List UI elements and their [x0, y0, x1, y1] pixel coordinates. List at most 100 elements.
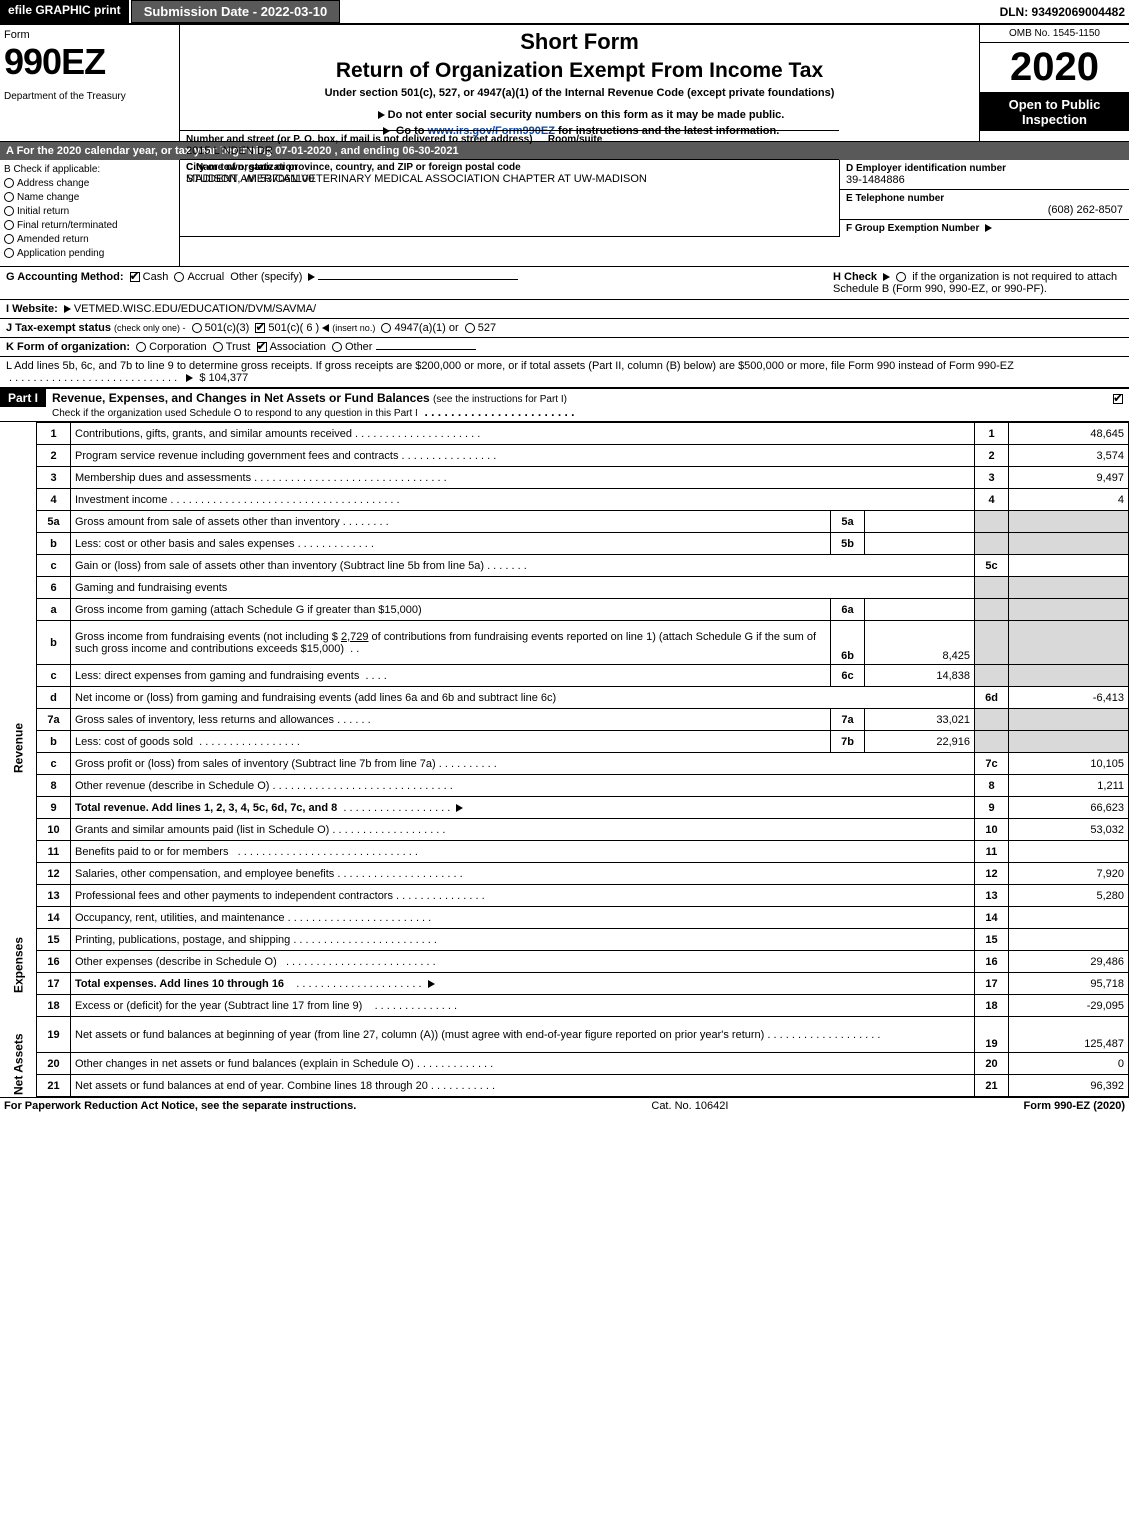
right-info-column: D Employer identification number 39-1484… — [839, 160, 1129, 237]
left-arrow-icon — [322, 324, 329, 332]
subtitle: Under section 501(c), 527, or 4947(a)(1)… — [184, 87, 975, 99]
table-row: Revenue 1Contributions, gifts, grants, a… — [0, 423, 1129, 445]
chk-initial-return[interactable]: Initial return — [4, 206, 175, 217]
room-lead: Room/suite — [548, 134, 602, 145]
table-row: Net Assets 18Excess or (deficit) for the… — [0, 995, 1129, 1017]
chk-4947[interactable] — [381, 323, 391, 333]
arrow-icon — [428, 980, 435, 988]
line-g-h: G Accounting Method: Cash Accrual Other … — [0, 267, 1129, 300]
submission-date-button[interactable]: Submission Date - 2022-03-10 — [131, 0, 341, 23]
chk-527[interactable] — [465, 323, 475, 333]
d-lead: D Employer identification number — [846, 163, 1123, 174]
footer-left: For Paperwork Reduction Act Notice, see … — [4, 1100, 356, 1112]
table-row: bGross income from fundraising events (n… — [0, 621, 1129, 665]
table-row: 6Gaming and fundraising events — [0, 577, 1129, 599]
footer-mid: Cat. No. 10642I — [651, 1100, 728, 1112]
chk-association[interactable] — [257, 342, 267, 352]
chk-h[interactable] — [896, 272, 906, 282]
e-phone: E Telephone number (608) 262-8507 — [840, 190, 1129, 220]
table-row: 2Program service revenue including gover… — [0, 445, 1129, 467]
table-row: 19Net assets or fund balances at beginni… — [0, 1017, 1129, 1053]
efile-print-button[interactable]: efile GRAPHIC print — [0, 0, 129, 23]
table-row: 15Printing, publications, postage, and s… — [0, 929, 1129, 951]
arrow-icon — [308, 273, 315, 281]
dln-label: DLN: 93492069004482 — [1000, 5, 1129, 19]
arrow-icon — [883, 273, 890, 281]
ssn-warning: Do not enter social security numbers on … — [184, 109, 975, 121]
arrow-icon — [456, 804, 463, 812]
j-lead: J Tax-exempt status — [6, 322, 111, 334]
table-row: 7aGross sales of inventory, less returns… — [0, 709, 1129, 731]
table-row: 8Other revenue (describe in Schedule O) … — [0, 775, 1129, 797]
footer-right: Form 990-EZ (2020) — [1024, 1100, 1125, 1112]
chk-accrual[interactable] — [174, 272, 184, 282]
revenue-vertical-label: Revenue — [0, 423, 37, 775]
chk-trust[interactable] — [213, 342, 223, 352]
line-k-org-form: K Form of organization: Corporation Trus… — [0, 338, 1129, 357]
part-i-title: Revenue, Expenses, and Changes in Net As… — [46, 389, 1109, 421]
header-right: OMB No. 1545-1150 2020 Open to Public In… — [979, 25, 1129, 141]
h-lead: H Check — [833, 271, 877, 283]
e-val: (608) 262-8507 — [846, 204, 1123, 216]
table-row: bLess: cost or other basis and sales exp… — [0, 533, 1129, 555]
line-j-tax-exempt: J Tax-exempt status (check only one) - 5… — [0, 319, 1129, 338]
chk-cash[interactable] — [130, 272, 140, 282]
page-footer: For Paperwork Reduction Act Notice, see … — [0, 1097, 1129, 1114]
table-row: 3Membership dues and assessments . . . .… — [0, 467, 1129, 489]
section-c: C Name of organization STUDENT AMERICAN … — [180, 160, 1129, 266]
open-to-public: Open to Public Inspection — [980, 93, 1129, 131]
part-i-table: Revenue 1Contributions, gifts, grants, a… — [0, 422, 1129, 1097]
table-row: 20Other changes in net assets or fund ba… — [0, 1053, 1129, 1075]
l-val: $ 104,377 — [199, 372, 248, 384]
chk-corp[interactable] — [136, 342, 146, 352]
street-val: 2015 LINDEN DR — [186, 145, 833, 157]
city-cell: City or town, state or province, country… — [180, 160, 839, 187]
arrow-icon — [64, 305, 71, 313]
chk-schedule-o[interactable] — [1113, 394, 1123, 404]
table-row: 12Salaries, other compensation, and empl… — [0, 863, 1129, 885]
omb-number: OMB No. 1545-1150 — [980, 25, 1129, 43]
table-row: 5aGross amount from sale of assets other… — [0, 511, 1129, 533]
j-sub: (check only one) - — [114, 323, 186, 333]
chk-application-pending[interactable]: Application pending — [4, 248, 175, 259]
street-cell: Number and street (or P. O. box, if mail… — [180, 131, 839, 160]
entity-info-section: B Check if applicable: Address change Na… — [0, 160, 1129, 267]
table-row: 9Total revenue. Add lines 1, 2, 3, 4, 5c… — [0, 797, 1129, 819]
chk-other-org[interactable] — [332, 342, 342, 352]
table-row: cGross profit or (loss) from sales of in… — [0, 753, 1129, 775]
arrow-icon — [985, 224, 992, 232]
f-lead: F Group Exemption Number — [846, 223, 979, 234]
g-lead: G Accounting Method: — [6, 271, 124, 283]
k-lead: K Form of organization: — [6, 341, 130, 353]
table-row: dNet income or (loss) from gaming and fu… — [0, 687, 1129, 709]
form-header: Form 990EZ Department of the Treasury Sh… — [0, 25, 1129, 142]
form-number: 990EZ — [4, 41, 175, 83]
chk-501c[interactable] — [255, 323, 265, 333]
part-i-checkbox-cell — [1109, 389, 1129, 409]
i-val: VETMED.WISC.EDU/EDUCATION/DVM/SAVMA/ — [74, 303, 316, 315]
city-lead: City or town, state or province, country… — [186, 162, 833, 173]
table-row: cGain or (loss) from sale of assets othe… — [0, 555, 1129, 577]
table-row: 16Other expenses (describe in Schedule O… — [0, 951, 1129, 973]
header-left: Form 990EZ Department of the Treasury — [0, 25, 180, 141]
g-accounting: G Accounting Method: Cash Accrual Other … — [6, 271, 833, 295]
street-lead: Number and street (or P. O. box, if mail… — [186, 134, 533, 145]
b-lead: B Check if applicable: — [4, 164, 175, 175]
chk-name-change[interactable]: Name change — [4, 192, 175, 203]
table-row: bLess: cost of goods sold . . . . . . . … — [0, 731, 1129, 753]
form-label: Form — [4, 29, 175, 41]
chk-address-change[interactable]: Address change — [4, 178, 175, 189]
l-text: L Add lines 5b, 6c, and 7b to line 9 to … — [6, 360, 1014, 372]
table-row: 11Benefits paid to or for members . . . … — [0, 841, 1129, 863]
chk-final-return[interactable]: Final return/terminated — [4, 220, 175, 231]
table-row: 14Occupancy, rent, utilities, and mainte… — [0, 907, 1129, 929]
short-form-title: Short Form — [184, 29, 975, 55]
main-title: Return of Organization Exempt From Incom… — [184, 59, 975, 83]
section-b-checkboxes: B Check if applicable: Address change Na… — [0, 160, 180, 266]
e-lead: E Telephone number — [846, 193, 1123, 204]
table-row: 17Total expenses. Add lines 10 through 1… — [0, 973, 1129, 995]
tax-year: 2020 — [980, 43, 1129, 93]
chk-amended-return[interactable]: Amended return — [4, 234, 175, 245]
arrow-icon — [186, 374, 193, 382]
chk-501c3[interactable] — [192, 323, 202, 333]
